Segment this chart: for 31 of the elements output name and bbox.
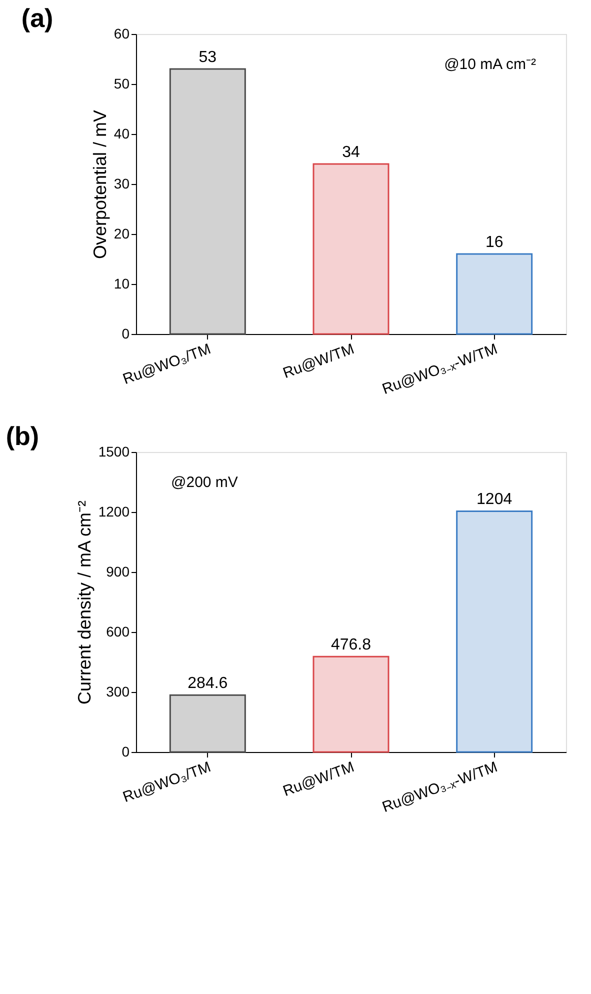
chart-title: (a) <box>21 3 54 33</box>
y-tick-label: 900 <box>106 564 130 580</box>
data-label: 476.8 <box>330 636 372 654</box>
data-label: 284.6 <box>188 675 228 692</box>
y-tick-label: 0 <box>122 326 130 342</box>
chart-title: (b) <box>6 421 40 451</box>
data-label: 16 <box>485 234 504 251</box>
annotation: @200 mV <box>171 474 238 491</box>
bar <box>169 68 246 335</box>
y-tick-label: 0 <box>122 744 130 760</box>
y-tick-label: 300 <box>106 684 130 700</box>
y-axis-title: Current density / mA cm⁻² <box>74 500 94 705</box>
annotation: @10 mA cm⁻² <box>444 56 536 73</box>
bar <box>312 656 390 753</box>
y-tick-label: 50 <box>114 76 130 92</box>
y-tick-label: 1500 <box>98 444 130 460</box>
data-label: 53 <box>198 49 217 66</box>
y-tick-label: 30 <box>114 176 130 192</box>
y-tick-label: 20 <box>114 226 130 242</box>
bar <box>456 253 533 335</box>
bar <box>456 510 533 753</box>
y-tick-label: 10 <box>114 276 130 292</box>
data-label: 1204 <box>476 491 512 508</box>
y-axis-title: Overpotential / mV <box>90 110 110 260</box>
bar <box>312 163 390 335</box>
y-tick-label: 60 <box>114 26 130 42</box>
y-tick-label: 40 <box>114 126 130 142</box>
y-tick-label: 600 <box>106 624 130 640</box>
bar <box>169 694 246 753</box>
data-label: 34 <box>342 144 360 161</box>
y-tick-label: 1200 <box>98 504 130 520</box>
